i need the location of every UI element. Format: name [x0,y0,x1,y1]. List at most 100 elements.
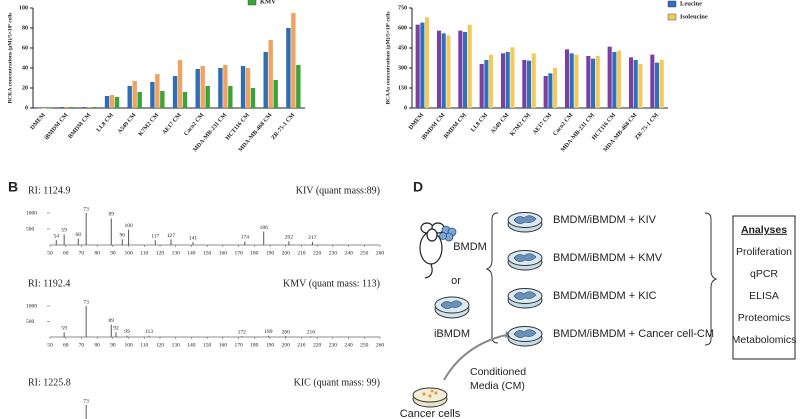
bar [240,66,246,108]
y-axis-label: BCAAs concentrations (μM)/5×10⁶ cells [384,12,391,105]
bar [218,68,223,108]
x-tick-label: 170 [234,342,243,348]
bar [286,28,291,108]
x-tick-label: 260 [376,250,385,256]
peak-label: 100 [124,223,133,229]
x-tick-label: 170 [234,250,243,256]
panel-label: D [413,179,423,195]
treatment-label: BMDM/iBMDM + KIC [553,290,657,302]
bar [441,33,446,109]
bar [505,52,510,108]
x-tick-label: BMDM CM [443,112,468,140]
bar [291,13,296,108]
bar [484,60,489,108]
bar [628,57,634,108]
y-tick-label: 1000 [26,303,37,309]
y-tick-label: 20 [22,85,28,91]
cm-label: Conditioned [470,366,526,378]
bar [586,56,591,108]
peak-label: 54 [54,233,60,239]
x-tick-label: BMDM CM [68,112,93,140]
cells [513,329,537,338]
bar [41,108,47,109]
panel-label: B [8,179,18,195]
x-tick-label: 220 [313,342,322,348]
bar [177,60,183,108]
bar [200,66,205,108]
analysis-item: ELISA [749,290,779,302]
bar [458,30,463,109]
x-tick-label: 50 [47,250,53,256]
bar [46,108,52,109]
bar [150,82,155,108]
x-tick-label: 60 [63,342,69,348]
bar [195,69,200,108]
bar [612,52,617,108]
x-tick-label: 200 [282,342,291,348]
x-tick-label: 160 [219,342,228,348]
bar [87,107,92,108]
x-tick-label: 210 [297,342,306,348]
y-axis-label: BCKA concentrations (μM)/5×10⁶ cells [6,13,13,104]
y-tick-label: 600 [398,25,407,31]
x-tick-label: 110 [140,250,148,256]
legend-label: Leucine [680,0,702,7]
peak-label: 73 [83,398,89,404]
bar [574,54,579,108]
analysis-item: Metabolomics [732,334,797,346]
peak-label: 92 [113,326,119,332]
peak-label: 89 [109,212,115,218]
y-tick-label: 500 [26,319,35,325]
x-tick-label: 240 [344,342,353,348]
bar [564,49,570,108]
x-tick-label: LL8 CM [96,112,115,133]
x-tick-label: 210 [297,250,306,256]
x-tick-label: 150 [203,342,212,348]
bar [160,91,165,108]
spectrum-subtitle: KIV (quant mass:89) [296,185,380,196]
bar [500,53,506,108]
peak-label: 216 [307,330,316,336]
y-tick-label: 0 [25,105,28,111]
x-tick-label: 230 [329,250,338,256]
bar [245,68,251,108]
x-tick-label: K7M2 CM [509,112,532,137]
x-tick-label: 230 [329,342,338,348]
bar [467,24,472,109]
bar [510,47,515,108]
y-tick-label: 500 [26,226,35,232]
analysis-item: Proliferation [736,246,792,258]
y-tick-label: 1000 [26,210,37,216]
left-bracket [485,212,499,344]
bar [531,53,536,108]
bar [415,24,420,109]
x-tick-label: Caco2 CM [552,112,574,137]
bar [607,46,612,108]
x-tick-label: AE17 CM [162,112,183,136]
peak-label: 127 [167,233,176,239]
peak-label: 68 [76,232,82,238]
bar [425,17,430,108]
y-tick-label: 750 [398,5,407,11]
peak-label: 186 [260,225,269,231]
mouse-icon [419,222,445,279]
bar [590,58,596,108]
bar [633,60,638,108]
bar [650,54,655,108]
cells [513,253,537,262]
bar [548,73,553,108]
bar [654,62,660,108]
x-tick-label: 220 [313,250,322,256]
x-tick-label: 160 [219,250,228,256]
bar [127,86,132,108]
y-tick-label: 300 [398,65,407,71]
x-tick-label: 70 [79,250,85,256]
bar [114,97,120,108]
bar [109,95,115,108]
x-tick-label: A549 CM [117,112,138,135]
x-tick-label: 100 [124,250,133,256]
x-tick-label: 250 [360,342,369,348]
x-tick-label: 180 [250,342,259,348]
analyses-box [732,215,796,360]
analysis-item: qPCR [750,268,778,280]
